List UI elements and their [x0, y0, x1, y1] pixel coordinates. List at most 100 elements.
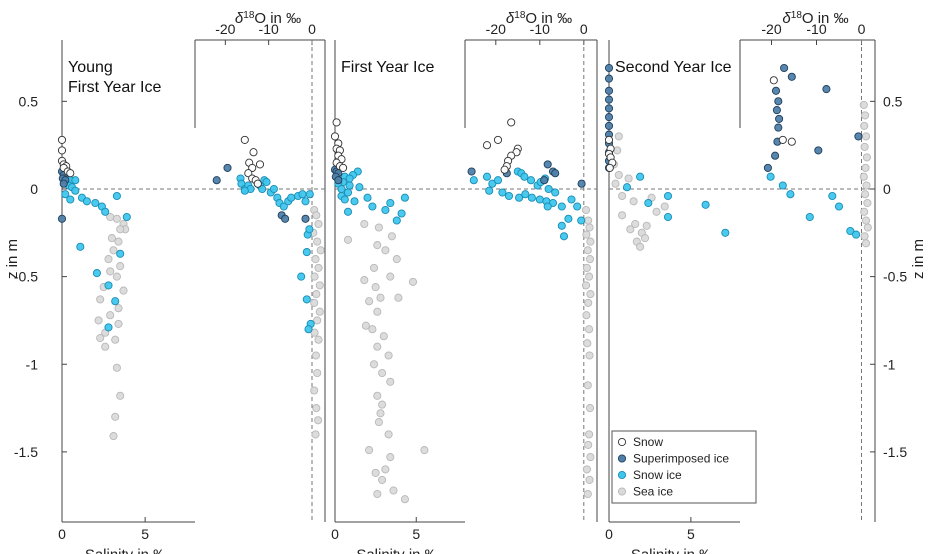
data-point-sea-ice — [373, 489, 382, 499]
y-tick-label-right: -0.5 — [883, 269, 907, 285]
data-point-superimposed-ice — [604, 86, 614, 95]
data-point-sea-ice — [314, 335, 323, 344]
data-point-snow-ice — [92, 269, 101, 278]
d18o-x-tick-label: -20 — [761, 21, 781, 37]
data-point-sea-ice — [642, 221, 651, 230]
data-point-sea-ice — [111, 412, 120, 421]
data-point-snow-ice — [298, 190, 307, 199]
data-point-sea-ice — [311, 430, 320, 439]
data-point-superimposed-ice — [577, 179, 586, 188]
data-point-sea-ice — [420, 446, 429, 455]
data-point-sea-ice — [581, 205, 591, 215]
data-point-sea-ice — [373, 391, 382, 400]
data-point-sea-ice — [310, 272, 319, 281]
data-point-sea-ice — [611, 179, 620, 188]
data-point-sea-ice — [109, 432, 118, 441]
data-point-sea-ice — [381, 246, 390, 255]
data-point-sea-ice — [626, 225, 635, 234]
y-tick-label-right: 0 — [883, 181, 891, 197]
data-point-snow-ice — [551, 188, 560, 197]
salinity-x-tick-label: 0 — [605, 526, 613, 542]
data-point-snow-ice — [392, 216, 401, 225]
data-point-sea-ice — [316, 246, 325, 255]
data-point-sea-ice — [315, 281, 324, 290]
data-point-snow-ice — [527, 193, 536, 202]
data-point-snow-ice — [663, 212, 673, 222]
y-tick-label-left: -1 — [26, 356, 39, 372]
data-point-sea-ice — [583, 246, 592, 255]
d18o-x-axis-label: δ18O in ‰ — [782, 10, 848, 28]
data-point-sea-ice — [378, 475, 387, 484]
data-point-snow-ice — [104, 323, 113, 332]
data-point-snow-ice — [61, 190, 70, 199]
data-point-snow — [787, 137, 796, 146]
data-point-sea-ice — [652, 207, 661, 216]
data-point-sea-ice — [586, 453, 595, 462]
legend-label: Snow ice — [633, 468, 682, 482]
data-point-snow-ice — [701, 200, 710, 209]
data-point-snow-ice — [400, 193, 409, 202]
data-point-snow-ice — [573, 202, 582, 211]
data-point-snow-ice — [337, 184, 346, 194]
data-point-sea-ice — [583, 489, 592, 499]
data-point-snow-ice — [805, 212, 814, 222]
y-axis-label-left: z in m — [4, 239, 21, 279]
data-point-sea-ice — [314, 263, 323, 272]
data-point-sea-ice — [660, 202, 669, 211]
data-point-snow-ice — [644, 198, 653, 208]
data-point-sea-ice — [860, 121, 869, 130]
data-point-sea-ice — [861, 111, 870, 120]
data-point-snow-ice — [302, 295, 311, 304]
data-point-sea-ice — [585, 223, 594, 232]
panel-title: Second Year Ice — [615, 59, 732, 76]
data-point-snow-ice — [557, 221, 566, 230]
data-point-snow-ice — [116, 249, 125, 258]
data-point-snow-ice — [526, 176, 536, 185]
data-point-sea-ice — [859, 100, 868, 109]
data-point-snow-ice — [766, 172, 775, 181]
data-point-snow-ice — [663, 191, 673, 201]
data-point-snow — [249, 148, 258, 157]
data-point-sea-ice — [312, 404, 321, 413]
data-point-snow-ice — [386, 198, 395, 208]
data-point-sea-ice — [378, 368, 387, 378]
data-point-superimposed-ice — [467, 167, 476, 176]
data-point-snow-ice — [363, 193, 372, 202]
data-point-sea-ice — [360, 219, 369, 229]
data-point-snow-ice — [577, 216, 586, 225]
data-point-snow — [255, 160, 265, 169]
data-point-superimposed-ice — [771, 151, 780, 160]
data-point-snow — [605, 163, 614, 172]
data-point-snow-ice — [786, 190, 795, 199]
data-point-sea-ice — [861, 216, 871, 225]
data-point-snow — [604, 135, 614, 144]
data-point-superimposed-ice — [763, 163, 772, 172]
data-point-snow-ice — [297, 272, 306, 281]
data-point-sea-ice — [584, 440, 593, 449]
y-tick-label-left: 0 — [30, 181, 38, 197]
data-point-sea-ice — [861, 132, 871, 141]
data-point-sea-ice — [371, 283, 380, 292]
data-point-superimposed-ice — [854, 132, 863, 141]
data-point-snow-ice — [76, 242, 85, 251]
data-point-sea-ice — [585, 351, 594, 360]
data-point-sea-ice — [373, 241, 382, 250]
data-point-sea-ice — [101, 342, 110, 351]
data-point-sea-ice — [107, 234, 116, 243]
data-point-sea-ice — [373, 307, 382, 316]
data-point-snow-ice — [482, 172, 492, 181]
data-point-sea-ice — [613, 146, 622, 155]
y-tick-label-left: -1.5 — [14, 444, 38, 460]
data-point-sea-ice — [376, 293, 385, 302]
data-point-sea-ice — [584, 216, 593, 225]
data-point-sea-ice — [387, 232, 396, 241]
data-point-sea-ice — [862, 181, 871, 190]
data-point-snow-ice — [488, 179, 497, 188]
data-point-snow-ice — [340, 195, 349, 204]
data-point-snow — [332, 118, 341, 127]
data-point-sea-ice — [116, 225, 125, 234]
data-point-sea-ice — [386, 453, 395, 462]
data-point-snow-ice — [557, 202, 566, 211]
data-point-snow-ice — [498, 188, 507, 197]
data-point-sea-ice — [862, 153, 871, 162]
